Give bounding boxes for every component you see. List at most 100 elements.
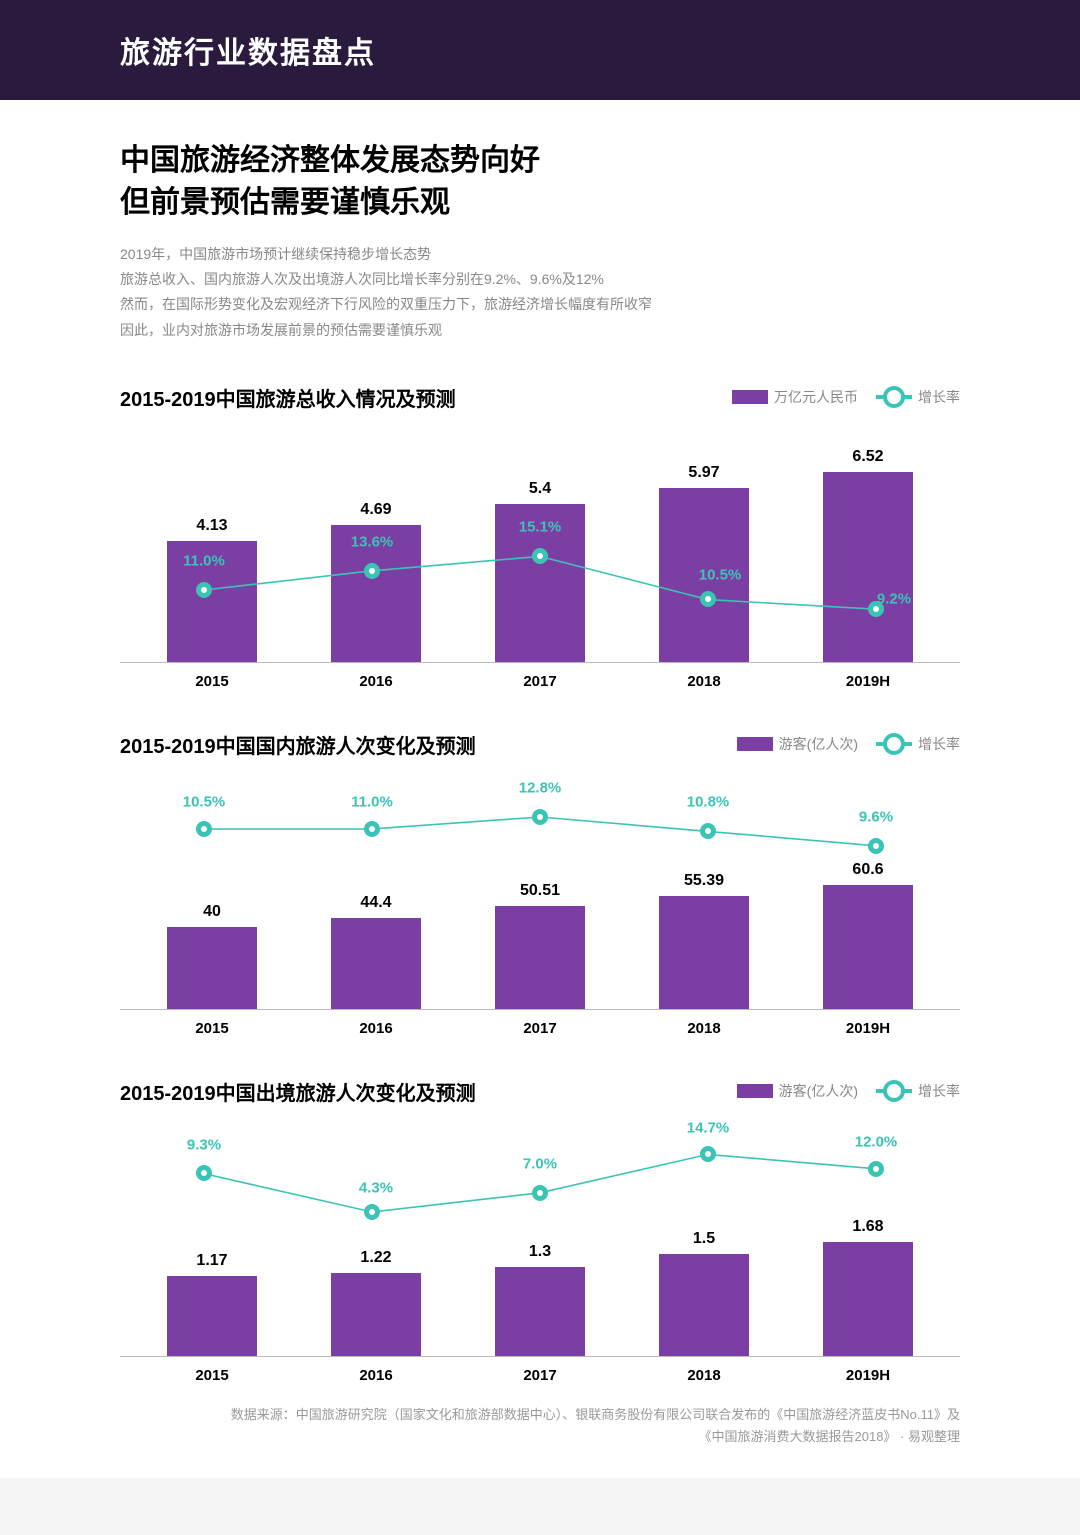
description: 2019年，中国旅游市场预计继续保持稳步增长态势旅游总收入、国内旅游人次及出境游… [120,242,960,343]
legend-line: 增长率 [876,734,960,754]
content-area: 中国旅游经济整体发展态势向好 但前景预估需要谨慎乐观 2019年，中国旅游市场预… [0,100,1080,1478]
bar-column: 4.69 [326,501,426,662]
x-axis-label: 2015 [162,1367,262,1384]
legend-bar: 游客(亿人次) [737,734,858,754]
chart-title: 2015-2019中国国内旅游人次变化及预测 [120,730,476,759]
bar-swatch-icon [737,737,773,751]
bar-column: 55.39 [654,872,754,1009]
bar-column: 60.6 [818,861,918,1009]
chart-block-2: 2015-2019中国出境旅游人次变化及预测 游客(亿人次) 增长率 1.17 … [120,1077,960,1384]
x-axis-label: 2015 [162,1020,262,1037]
bar [823,1242,913,1356]
bar [823,885,913,1009]
bar [331,525,421,662]
bar [659,488,749,662]
bar-column: 6.52 [818,448,918,662]
x-axis: 2015 2016 2017 2018 2019H [120,1009,960,1037]
legend-line: 增长率 [876,387,960,407]
title-block: 中国旅游经济整体发展态势向好 但前景预估需要谨慎乐观 2019年，中国旅游市场预… [120,140,960,343]
legend-bar-label: 游客(亿人次) [779,1081,858,1101]
chart-block-0: 2015-2019中国旅游总收入情况及预测 万亿元人民币 增长率 4.13 4.… [120,383,960,690]
main-title-1: 中国旅游经济整体发展态势向好 [120,140,960,182]
bar-value-label: 1.68 [852,1218,883,1236]
bar [495,1267,585,1355]
bar-value-label: 1.5 [693,1230,715,1248]
bar-value-label: 50.51 [520,882,560,900]
x-axis-label: 2016 [326,673,426,690]
data-source: 数据来源：中国旅游研究院（国家文化和旅游部数据中心）、银联商务股份有限公司联合发… [120,1404,960,1448]
bar-column: 44.4 [326,894,426,1009]
bar-column: 4.13 [162,517,262,661]
main-title-2: 但前景预估需要谨慎乐观 [120,182,960,224]
bar-value-label: 55.39 [684,872,724,890]
legend-group: 游客(亿人次) 增长率 [737,1081,960,1101]
bar [167,927,257,1009]
bar-value-label: 4.13 [196,517,227,535]
x-axis-label: 2018 [654,673,754,690]
x-axis-label: 2017 [490,1020,590,1037]
legend-bar: 万亿元人民币 [732,387,858,407]
bar [331,1273,421,1356]
bar [331,918,421,1009]
bar-column: 50.51 [490,882,590,1009]
source-line-2: 《中国旅游消费大数据报告2018》 · 易观整理 [120,1426,960,1448]
bar-value-label: 1.22 [360,1249,391,1267]
x-axis-label: 2016 [326,1020,426,1037]
bar-column: 40 [162,903,262,1009]
legend-bar: 游客(亿人次) [737,1081,858,1101]
bar-value-label: 5.4 [529,480,551,498]
bar-value-label: 44.4 [360,894,391,912]
legend-bar-label: 万亿元人民币 [774,387,858,407]
bar-column: 1.3 [490,1243,590,1355]
legend-line-label: 增长率 [918,734,960,754]
bar-value-label: 1.17 [196,1252,227,1270]
x-axis-label: 2018 [654,1367,754,1384]
x-axis-label: 2016 [326,1367,426,1384]
bar-swatch-icon [737,1084,773,1098]
x-axis: 2015 2016 2017 2018 2019H [120,662,960,690]
chart-block-1: 2015-2019中国国内旅游人次变化及预测 游客(亿人次) 增长率 40 44… [120,730,960,1037]
bar-value-label: 1.3 [529,1243,551,1261]
source-line-1: 数据来源：中国旅游研究院（国家文化和旅游部数据中心）、银联商务股份有限公司联合发… [120,1404,960,1426]
bar-value-label: 60.6 [852,861,883,879]
legend-group: 游客(亿人次) 增长率 [737,734,960,754]
legend-line-label: 增长率 [918,1081,960,1101]
bar [659,1254,749,1356]
bar-column: 1.5 [654,1230,754,1356]
line-swatch-icon [876,395,912,399]
bar-column: 1.68 [818,1218,918,1356]
chart-title: 2015-2019中国出境旅游人次变化及预测 [120,1077,476,1106]
bar-column: 5.97 [654,464,754,662]
x-axis-label: 2019H [818,673,918,690]
bar-value-label: 4.69 [360,501,391,519]
chart-title: 2015-2019中国旅游总收入情况及预测 [120,383,456,412]
bar-value-label: 5.97 [688,464,719,482]
bar-column: 1.22 [326,1249,426,1356]
bar-column: 5.4 [490,480,590,661]
legend-bar-label: 游客(亿人次) [779,734,858,754]
line-swatch-icon [876,1089,912,1093]
x-axis-label: 2018 [654,1020,754,1037]
x-axis-label: 2017 [490,1367,590,1384]
bar [823,472,913,662]
legend-group: 万亿元人民币 增长率 [732,387,960,407]
x-axis-label: 2019H [818,1020,918,1037]
x-axis-label: 2019H [818,1367,918,1384]
x-axis-label: 2015 [162,673,262,690]
page-header: 旅游行业数据盘点 [0,0,1080,100]
legend-line-label: 增长率 [918,387,960,407]
legend-line: 增长率 [876,1081,960,1101]
bar [495,504,585,661]
bar-column: 1.17 [162,1252,262,1356]
bar-swatch-icon [732,390,768,404]
x-axis: 2015 2016 2017 2018 2019H [120,1356,960,1384]
bar [659,896,749,1009]
bar [167,1276,257,1356]
bar-value-label: 6.52 [852,448,883,466]
line-swatch-icon [876,742,912,746]
bar [167,541,257,661]
bar [495,906,585,1009]
x-axis-label: 2017 [490,673,590,690]
bar-value-label: 40 [203,903,221,921]
header-title: 旅游行业数据盘点 [120,28,960,72]
